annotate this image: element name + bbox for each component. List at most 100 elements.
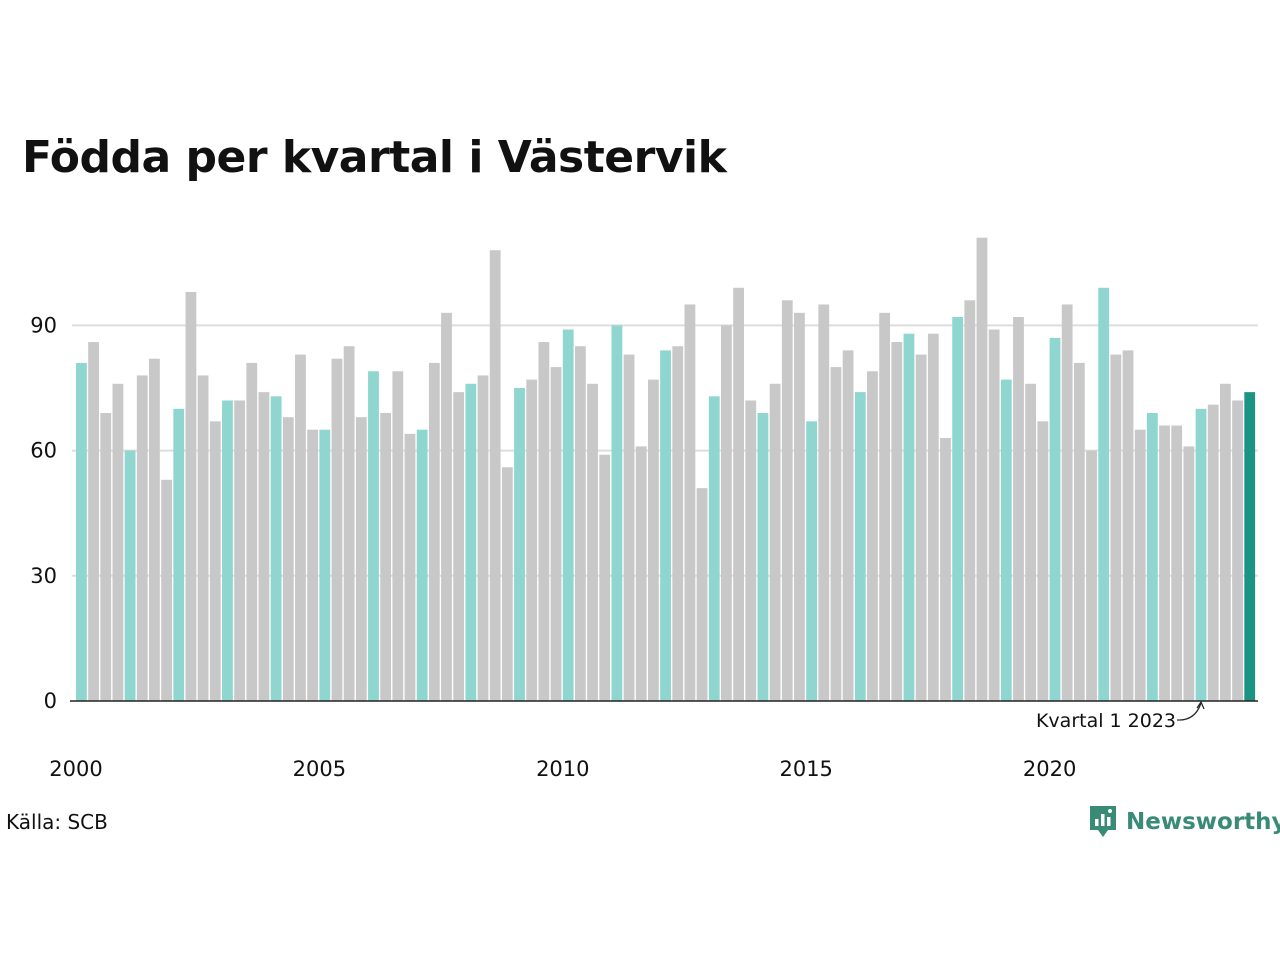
bars [76, 237, 1256, 701]
bar [854, 392, 866, 701]
bar [404, 433, 416, 701]
bar [684, 304, 696, 701]
x-tick-label: 2010 [536, 757, 589, 781]
bar [136, 375, 148, 701]
newsworthy-logo-icon [1090, 806, 1116, 837]
bar [927, 333, 939, 701]
bar [197, 375, 209, 701]
bar [635, 446, 647, 701]
x-tick-label: 2020 [1023, 757, 1076, 781]
chart-title: Födda per kvartal i Västervik [22, 132, 727, 183]
bar [830, 367, 842, 701]
bar [112, 383, 124, 701]
x-tick-label: 2015 [779, 757, 832, 781]
bar [1159, 425, 1170, 701]
y-axis-ticks: 0 30 60 90 [30, 313, 57, 713]
bar [867, 371, 878, 701]
bar [1146, 413, 1158, 701]
bar [282, 417, 294, 701]
bar [76, 362, 87, 701]
bar [696, 488, 708, 701]
bar [745, 400, 757, 701]
bar [721, 325, 732, 701]
bar [1061, 304, 1073, 701]
bar [173, 408, 185, 701]
bar [1232, 400, 1243, 701]
bar [1098, 287, 1110, 701]
bar [611, 325, 623, 701]
annotation-arrowhead [1196, 700, 1205, 710]
bar [733, 287, 744, 701]
bar [416, 429, 428, 701]
bar [88, 342, 99, 701]
bar [222, 400, 233, 701]
bar [988, 329, 1000, 701]
bar [453, 392, 465, 701]
bar [915, 354, 927, 701]
bar [538, 342, 550, 701]
annotation: Kvartal 1 2023 [1036, 700, 1205, 732]
brand-logo: Newsworthy [1088, 804, 1280, 840]
bar [477, 375, 489, 701]
bar [1073, 362, 1085, 701]
bar [1183, 446, 1195, 701]
bar [124, 450, 136, 701]
bar [185, 291, 197, 701]
bar [258, 392, 270, 701]
y-tick-label: 90 [30, 313, 57, 337]
y-tick-label: 30 [30, 564, 57, 588]
bar [343, 346, 355, 701]
bar [708, 396, 720, 701]
bar [1244, 392, 1256, 701]
bar [891, 342, 903, 701]
bar [331, 358, 343, 701]
bar [295, 354, 306, 701]
bar [441, 312, 452, 701]
y-tick-label: 0 [44, 689, 57, 713]
bar [526, 379, 538, 701]
x-tick-label: 2000 [49, 757, 102, 781]
bar [562, 329, 574, 701]
bar [465, 383, 477, 701]
bar [672, 346, 684, 701]
bar [587, 383, 598, 701]
bar [1049, 337, 1061, 701]
bar [1195, 408, 1207, 701]
bar [1110, 354, 1122, 701]
bar [1134, 429, 1146, 701]
brand-name: Newsworthy [1126, 809, 1280, 835]
bar [100, 413, 112, 701]
bar [1219, 383, 1231, 701]
bar [1037, 421, 1049, 701]
bar [952, 317, 964, 701]
bar [964, 300, 976, 701]
bar [270, 396, 282, 701]
annotation-label: Kvartal 1 2023 [1036, 710, 1176, 732]
bar [355, 417, 367, 701]
bar [781, 300, 793, 701]
x-tick-label: 2005 [293, 757, 346, 781]
bar [234, 400, 246, 701]
bar [161, 479, 172, 701]
bar [392, 371, 404, 701]
bar [1171, 425, 1183, 701]
bar [660, 350, 671, 701]
bar [1000, 379, 1012, 701]
bar [246, 362, 258, 701]
bar [842, 350, 854, 701]
bar [623, 354, 635, 701]
y-tick-label: 60 [30, 439, 57, 463]
bar [818, 304, 830, 701]
bar [1207, 404, 1219, 701]
bar [1013, 317, 1024, 701]
bar [209, 421, 221, 701]
bar [514, 387, 525, 701]
bar [319, 429, 331, 701]
bar [647, 379, 659, 701]
bar [149, 358, 160, 701]
bar [489, 250, 501, 701]
bar [428, 362, 440, 701]
bar [1122, 350, 1134, 701]
bar [903, 333, 915, 701]
